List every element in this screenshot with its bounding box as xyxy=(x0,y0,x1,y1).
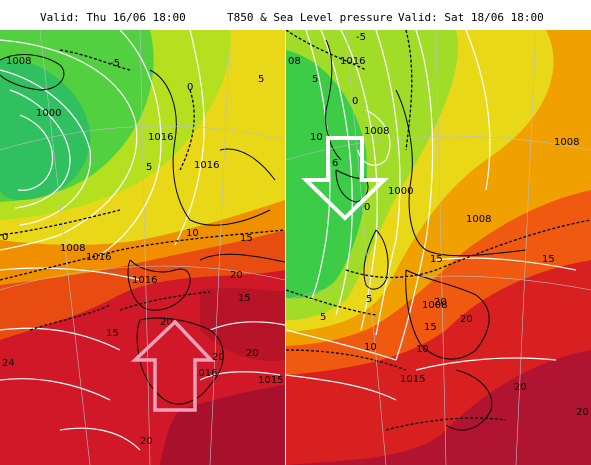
chart-title: T850 & Sea Level pressure xyxy=(227,11,393,24)
label: 1016 xyxy=(194,160,219,171)
label: 0 xyxy=(187,82,193,93)
label: 1016 xyxy=(148,132,173,143)
label: 5 xyxy=(312,74,318,85)
label: 1000 xyxy=(36,108,61,119)
label: 1016 xyxy=(132,275,157,286)
label: 1015 xyxy=(400,374,425,385)
right-valid-time: Valid: Sat 18/06 18:00 xyxy=(398,11,544,24)
label: 1008 xyxy=(466,214,491,225)
arrow-down-icon xyxy=(301,136,389,221)
label: 6 xyxy=(332,158,338,169)
label: 20 xyxy=(246,348,259,359)
label: 15 xyxy=(106,328,119,339)
label: 1016 xyxy=(340,56,365,67)
label: 1015 xyxy=(258,375,283,386)
label: 1008 xyxy=(6,56,31,67)
label: 1016 xyxy=(192,368,217,379)
left-map-panel: 1008 -5 1000 0 1016 5 1016 5 10 15 1016 … xyxy=(0,30,285,465)
left-isobar-labels: 1008 -5 1000 0 1016 5 1016 5 10 15 1016 … xyxy=(2,56,283,447)
label: 1008 xyxy=(60,243,85,254)
label: 15 xyxy=(238,293,251,304)
label: 20 xyxy=(514,382,527,393)
label: 20 xyxy=(576,407,589,418)
right-graticule xyxy=(286,30,591,465)
label: 20 xyxy=(434,297,447,308)
left-map: 1008 -5 1000 0 1016 5 1016 5 10 15 1016 … xyxy=(0,30,285,465)
label: 20 xyxy=(140,436,153,447)
label: 1008 xyxy=(554,137,579,148)
label: 15 xyxy=(542,254,555,265)
label: 20 xyxy=(460,314,473,325)
label: 10 xyxy=(310,132,323,143)
left-valid-time: Valid: Thu 16/06 18:00 xyxy=(40,11,186,24)
label: 10 xyxy=(416,344,429,355)
label: 5 xyxy=(146,162,152,173)
label: 5 xyxy=(366,294,372,305)
label: 15 xyxy=(240,233,253,244)
label: 20 xyxy=(160,317,173,328)
label: 20 xyxy=(230,270,243,281)
label: 1016 xyxy=(86,252,111,263)
right-map-panel: 08 1016 -5 5 0 1008 10 6 1000 0 1008 100… xyxy=(286,30,591,465)
label: 1000 xyxy=(388,186,413,197)
label: 0 xyxy=(352,96,358,107)
label: 24 xyxy=(2,358,15,369)
label: 1008 xyxy=(422,300,447,311)
label: -5 xyxy=(356,32,366,43)
chart-header: Valid: Thu 16/06 18:00 T850 & Sea Level … xyxy=(0,0,591,30)
left-isobars xyxy=(0,30,285,451)
right-map: 08 1016 -5 5 0 1008 10 6 1000 0 1008 100… xyxy=(286,30,591,465)
right-temperature-contours xyxy=(286,30,591,431)
label: 0 xyxy=(2,232,8,243)
label: 5 xyxy=(258,74,264,85)
label: 15 xyxy=(430,254,443,265)
label: 0 xyxy=(364,202,370,213)
arrow-up-icon xyxy=(130,319,216,412)
panel-divider xyxy=(285,30,286,465)
label: 10 xyxy=(364,342,377,353)
label: 08 xyxy=(288,56,301,67)
label: -5 xyxy=(110,58,120,69)
label: 10 xyxy=(186,228,199,239)
right-isobar-labels: 08 1016 -5 5 0 1008 10 6 1000 0 1008 100… xyxy=(288,32,589,418)
left-temperature-contours xyxy=(0,49,285,331)
label: 20 xyxy=(212,352,225,363)
label: 5 xyxy=(320,312,326,323)
left-graticule xyxy=(0,30,285,465)
label: 15 xyxy=(424,322,437,333)
label: 1008 xyxy=(364,126,389,137)
